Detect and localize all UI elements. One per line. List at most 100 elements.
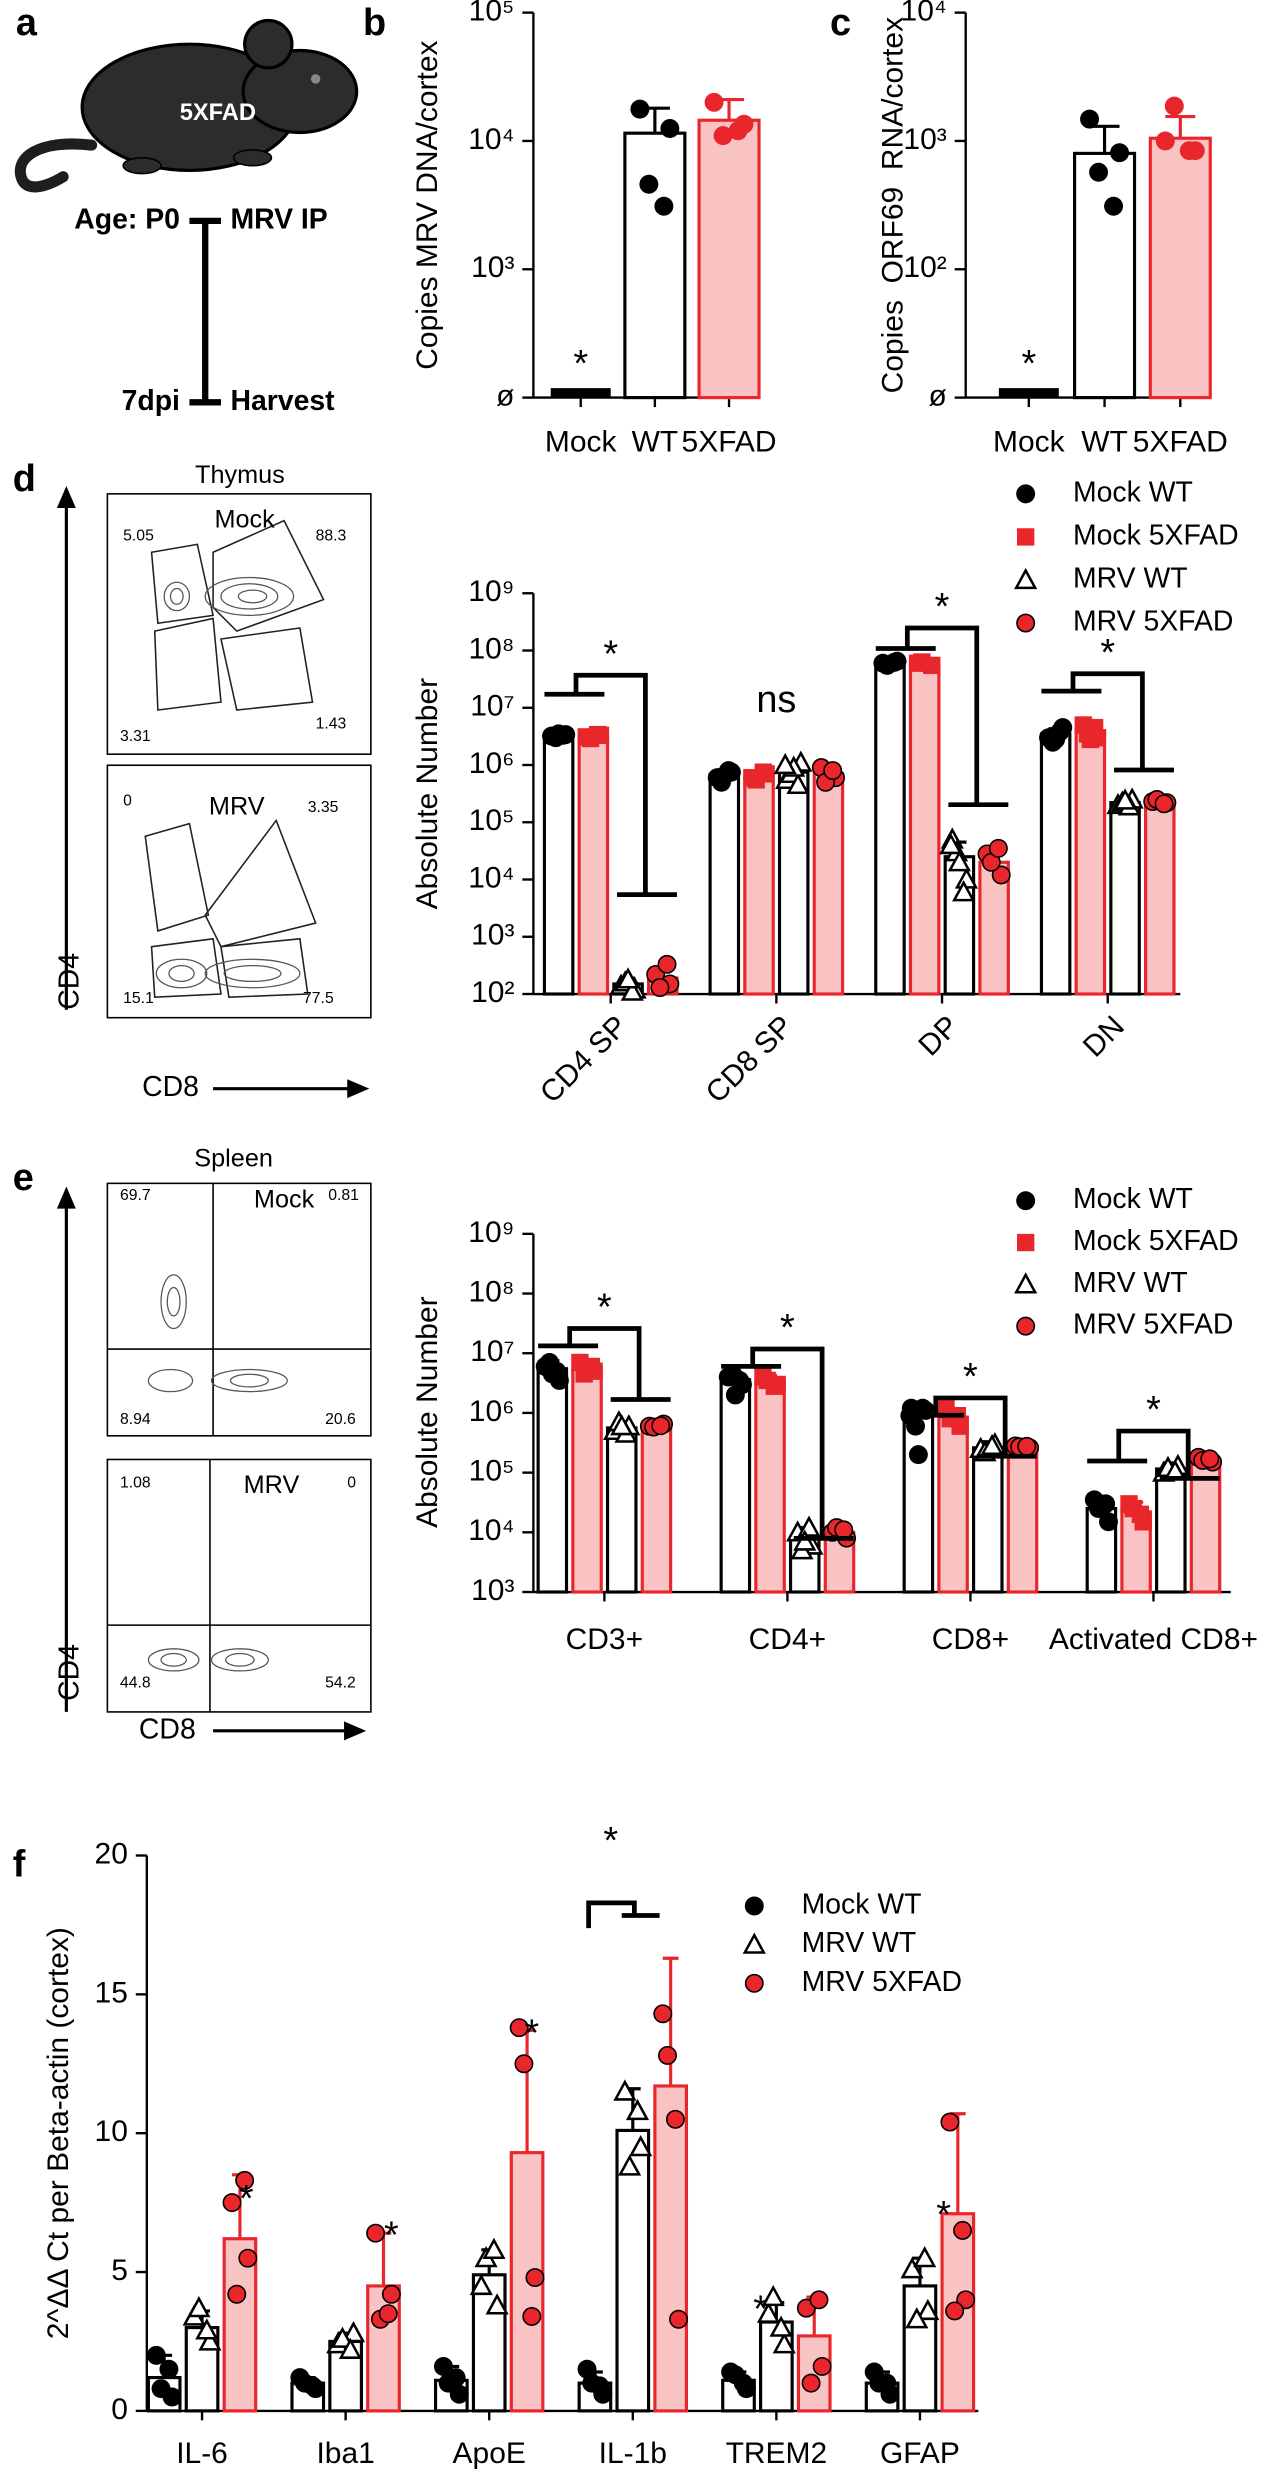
data-point — [801, 2373, 821, 2393]
data-point — [485, 2293, 509, 2315]
x-tick-label: 5XFAD — [682, 425, 777, 458]
data-point — [665, 2109, 685, 2129]
data-point — [1096, 1494, 1116, 1514]
bar — [1143, 799, 1176, 996]
significance-label: * — [524, 2012, 539, 2054]
data-point — [884, 652, 904, 672]
legend-marker — [1016, 1316, 1036, 1336]
y-tick-label: 10⁶ — [469, 1395, 515, 1428]
significance-bracket — [586, 1900, 660, 1929]
data-point — [953, 2220, 973, 2240]
significance-bracket — [904, 1395, 1037, 1459]
injection-label: MRV IP — [230, 203, 327, 235]
gate-percent: 1.08 — [120, 1474, 151, 1491]
significance-label: * — [753, 2288, 768, 2330]
y-tick-label: 10⁵ — [469, 1455, 515, 1488]
significance-label: * — [936, 2194, 951, 2236]
data-point — [714, 766, 734, 786]
data-point — [945, 2301, 965, 2321]
flow-condition: Mock — [254, 1185, 315, 1213]
data-point — [905, 2307, 929, 2329]
data-point — [195, 2318, 219, 2340]
data-point — [658, 2045, 677, 2065]
flow-condition: MRV — [209, 793, 265, 821]
data-point — [1099, 1512, 1118, 1532]
strain-label: 5XFAD — [180, 100, 256, 126]
x-tick-label: WT — [1081, 425, 1128, 458]
endpoint-label: Harvest — [230, 385, 335, 417]
data-point — [618, 2154, 642, 2176]
bar — [719, 1378, 752, 1594]
x-tick-label: 5XFAD — [1133, 425, 1228, 458]
y-tick-label: 10⁸ — [468, 1275, 514, 1308]
bar — [1039, 732, 1072, 996]
x-tick-label: Iba1 — [316, 2437, 374, 2470]
bar — [874, 661, 906, 996]
data-point — [704, 92, 724, 112]
data-point — [616, 967, 640, 989]
legend-label: MRV 5XFAD — [1073, 606, 1233, 638]
significance-label: * — [1146, 1389, 1161, 1431]
data-point — [1131, 1505, 1150, 1524]
data-point — [793, 1529, 817, 1551]
y-tick-label: 10 — [95, 2115, 128, 2148]
gate-percent: 0 — [347, 1474, 356, 1491]
data-point — [514, 2054, 534, 2074]
significance-bracket — [538, 1326, 671, 1402]
flow-title: Spleen — [194, 1144, 273, 1172]
significance-bracket — [1087, 1428, 1220, 1481]
y-tick-label: 15 — [95, 1976, 128, 2009]
y-tick-label: 0 — [111, 2393, 128, 2426]
significance-label: * — [935, 586, 950, 628]
data-point — [1179, 141, 1199, 161]
gate-percent: 44.8 — [120, 1675, 151, 1692]
legend-marker — [1016, 528, 1035, 546]
data-point — [482, 2237, 506, 2259]
legend-marker — [1014, 567, 1038, 590]
legend-marker — [1016, 613, 1036, 633]
legend-label: MRV WT — [802, 1927, 917, 1959]
bar — [366, 2284, 401, 2413]
data-point — [916, 2298, 940, 2321]
data-point — [625, 2098, 650, 2121]
bar — [1006, 1445, 1039, 1594]
data-point — [769, 2315, 793, 2337]
data-point — [629, 2134, 653, 2157]
data-point — [639, 174, 659, 194]
flow-x-axis: CD8 — [139, 1713, 196, 1745]
legend-label: Mock WT — [802, 1888, 922, 1920]
data-point — [582, 1357, 600, 1376]
significance-label: * — [239, 2178, 254, 2220]
gate-percent: 3.31 — [120, 728, 151, 745]
error-bar — [662, 1956, 679, 2086]
bar — [902, 1411, 935, 1594]
data-point — [198, 2329, 222, 2351]
data-point — [630, 99, 650, 119]
data-point — [446, 2368, 466, 2388]
data-point — [908, 1445, 928, 1465]
data-point — [1089, 162, 1109, 182]
data-point — [227, 2284, 247, 2304]
bar — [1155, 1467, 1187, 1594]
data-point — [900, 2257, 924, 2279]
x-tick-label: GFAP — [880, 2437, 960, 2470]
data-point — [235, 2170, 255, 2190]
data-point — [654, 196, 674, 216]
data-point — [433, 2356, 453, 2376]
data-point — [159, 2359, 179, 2379]
legend-label: MRV 5XFAD — [802, 1966, 962, 1998]
panel-label: b — [363, 2, 386, 44]
data-point — [378, 2304, 398, 2324]
legend-label: MRV 5XFAD — [1073, 1309, 1233, 1341]
legend-label: Mock 5XFAD — [1073, 519, 1239, 551]
data-point — [657, 954, 677, 974]
data-point — [754, 763, 772, 781]
bar — [623, 131, 687, 400]
significance-label: * — [573, 343, 588, 385]
legend-marker — [1016, 484, 1036, 504]
flow-y-axis: CD4 — [54, 953, 86, 1010]
bar — [796, 2334, 832, 2413]
y-axis-label: Absolute Number — [411, 678, 444, 910]
bar — [812, 772, 845, 996]
y-tick-label: 10³ — [471, 1574, 514, 1607]
